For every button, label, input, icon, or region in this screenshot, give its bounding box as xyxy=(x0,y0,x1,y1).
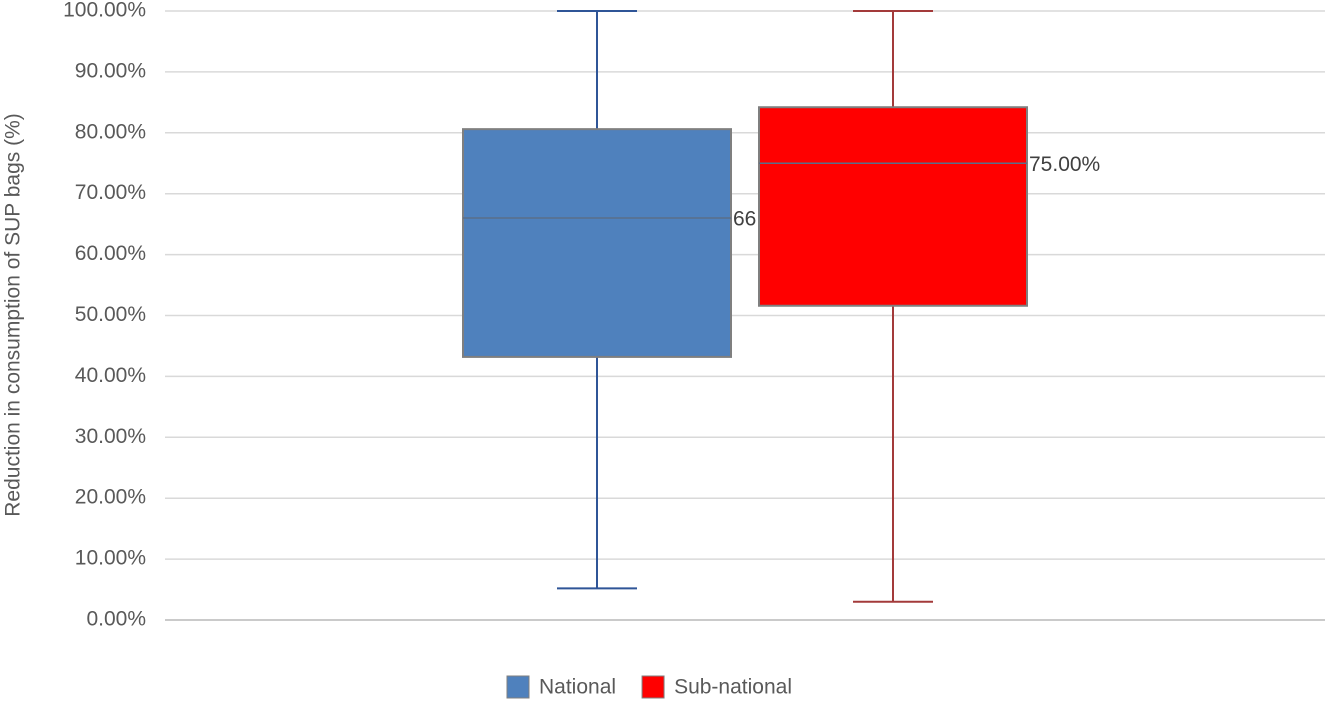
data-label: 75.00% xyxy=(1029,153,1100,176)
y-tick-label: 0.00% xyxy=(86,608,146,631)
legend-swatch xyxy=(641,675,665,699)
y-tick-label: 40.00% xyxy=(75,364,146,387)
y-tick-label: 90.00% xyxy=(75,59,146,82)
box xyxy=(462,128,732,358)
y-tick-label: 100.00% xyxy=(63,0,146,22)
legend-swatch xyxy=(506,675,530,699)
legend-label: National xyxy=(539,676,616,699)
box xyxy=(758,106,1028,307)
legend-label: Sub-national xyxy=(674,676,792,699)
y-axis-label: Reduction in consumption of SUP bags (%) xyxy=(2,113,25,517)
y-tick-label: 60.00% xyxy=(75,242,146,265)
y-tick-label: 10.00% xyxy=(75,547,146,570)
y-tick-label: 80.00% xyxy=(75,120,146,143)
y-tick-label: 70.00% xyxy=(75,181,146,204)
y-tick-label: 30.00% xyxy=(75,425,146,448)
y-tick-label: 20.00% xyxy=(75,486,146,509)
y-tick-label: 50.00% xyxy=(75,303,146,326)
